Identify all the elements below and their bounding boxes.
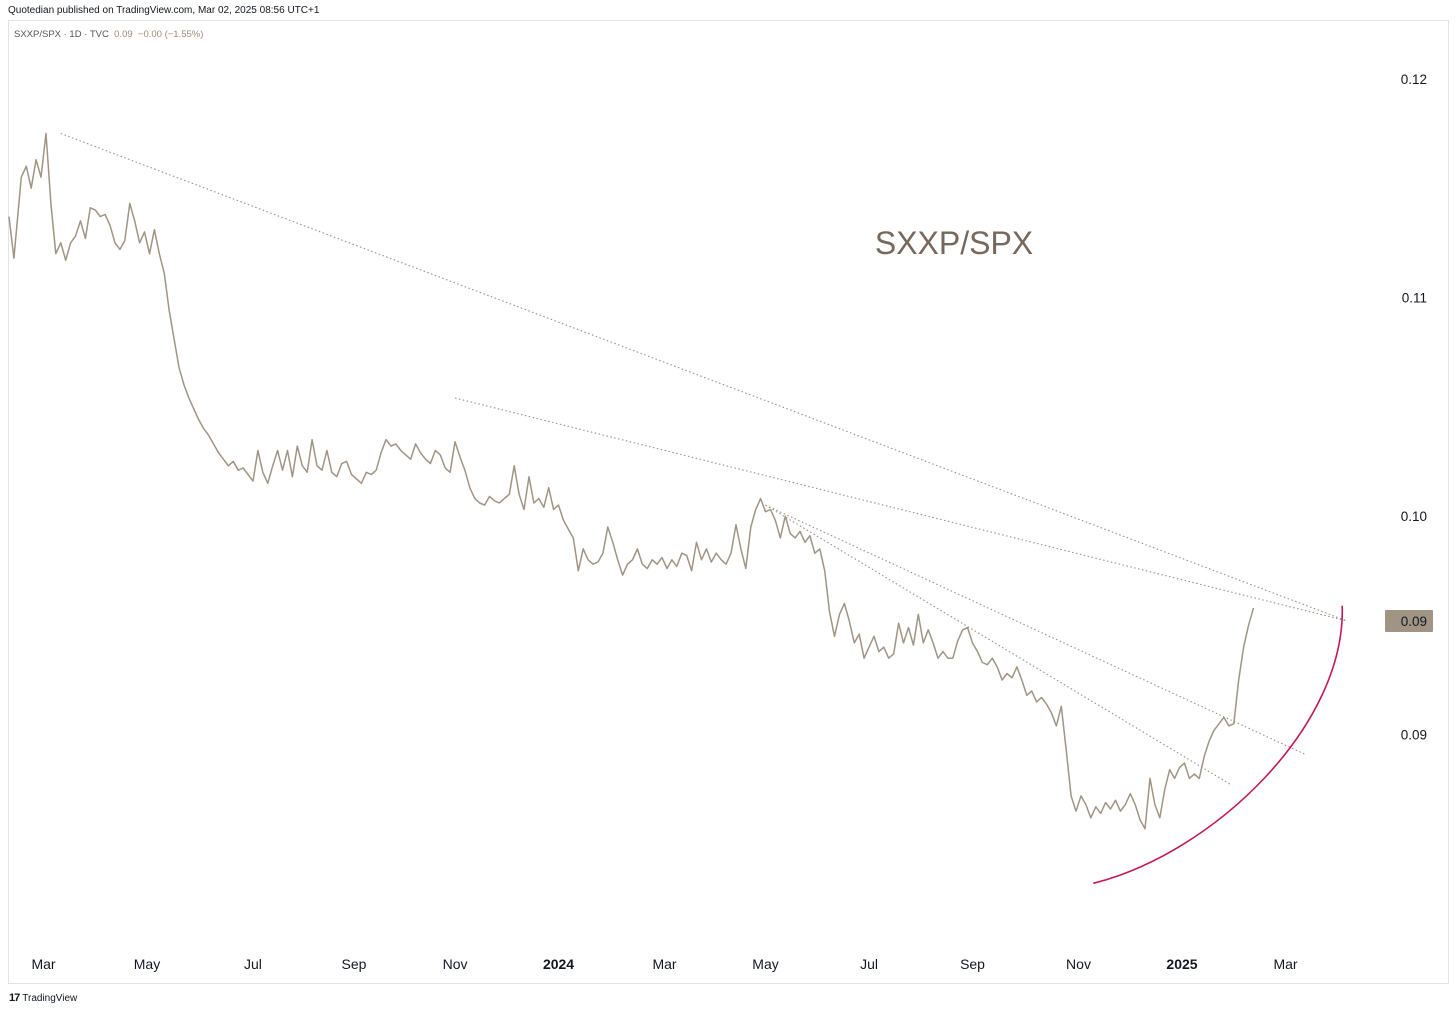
- chart-title: SXXP/SPX: [875, 225, 1033, 261]
- y-tick-label: 0.12: [1401, 72, 1427, 87]
- y-tick-label: 0.11: [1402, 290, 1427, 305]
- trendline[interactable]: [765, 504, 1306, 755]
- last-value-badge: [1385, 610, 1433, 633]
- legend-symbol: SXXP/SPX · 1D · TVC: [14, 29, 109, 40]
- price-series-line[interactable]: [8, 132, 1255, 830]
- x-tick-label: Jul: [244, 956, 262, 972]
- tradingview-logo-text: TradingView: [22, 992, 78, 1004]
- legend-change: −0.00 (−1.55%): [137, 29, 204, 40]
- tradingview-logo-icon: 17: [9, 992, 20, 1004]
- x-tick-label: Mar: [31, 956, 55, 972]
- y-tick-label: 0.10: [1401, 509, 1427, 524]
- x-tick-label: May: [134, 956, 160, 972]
- trendline[interactable]: [765, 504, 1232, 786]
- x-tick-label: May: [752, 956, 778, 972]
- published-caption: Quotedian published on TradingView.com, …: [8, 5, 320, 16]
- x-tick-label: Sep: [960, 956, 985, 972]
- trendline[interactable]: [60, 132, 1348, 622]
- symbol-legend: SXXP/SPX · 1D · TVC 0.09 −0.00 (−1.55%): [14, 29, 203, 40]
- x-tick-label: Nov: [443, 956, 468, 972]
- last-value-label: 0.09: [1401, 614, 1427, 629]
- x-tick-label: Mar: [652, 956, 676, 972]
- trendline[interactable]: [454, 397, 1348, 622]
- y-tick-label: 0.09: [1401, 728, 1427, 743]
- x-tick-label: 2024: [543, 956, 574, 972]
- x-tick-label: Nov: [1066, 956, 1091, 972]
- x-tick-label: Sep: [342, 956, 367, 972]
- tradingview-footer[interactable]: 17 TradingView: [9, 992, 77, 1004]
- chart-frame: [8, 20, 1449, 984]
- x-tick-label: 2025: [1166, 956, 1197, 972]
- x-tick-label: Mar: [1273, 956, 1297, 972]
- emphasis-arc[interactable]: [1093, 605, 1344, 885]
- x-tick-label: Jul: [860, 956, 878, 972]
- legend-last-value: 0.09: [114, 29, 133, 40]
